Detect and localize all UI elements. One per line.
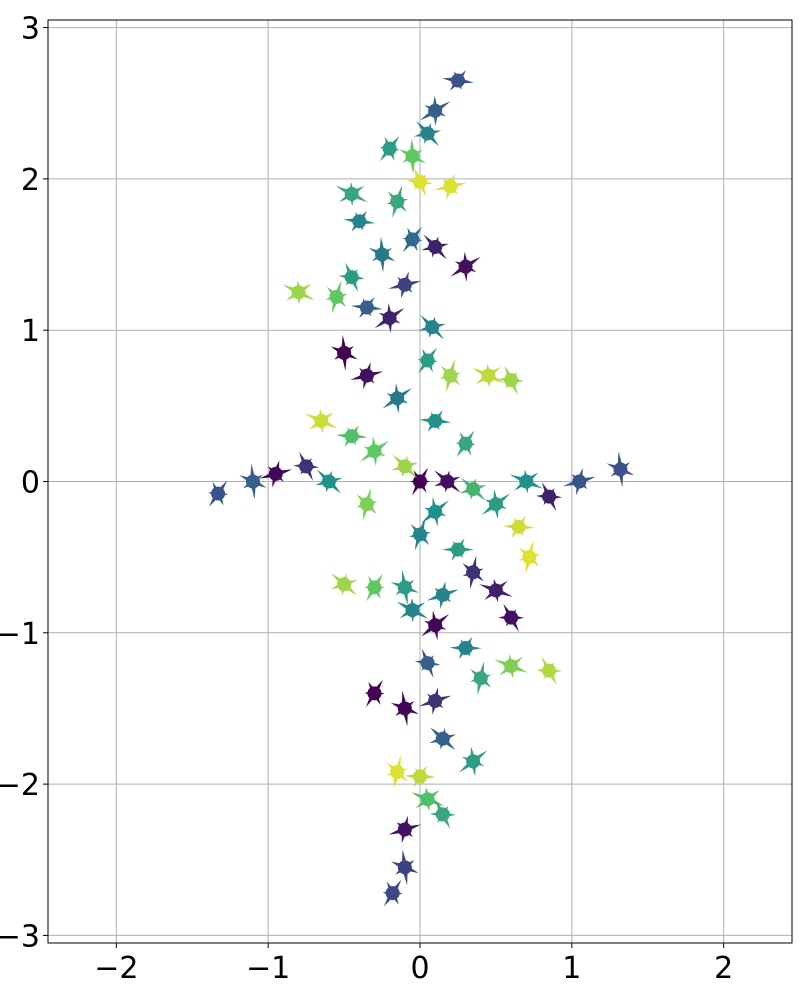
x-axis: −2 −1 0 1 2 (94, 943, 733, 986)
y-axis: −3 −2 −1 0 1 2 3 (0, 12, 48, 954)
data-point (359, 436, 390, 467)
data-point (335, 425, 368, 447)
data-point (429, 800, 456, 829)
x-tick-label: 2 (714, 951, 733, 986)
data-point (426, 581, 459, 609)
data-point (388, 815, 422, 844)
data-point (606, 451, 635, 488)
data-point (419, 410, 452, 432)
data-point (386, 755, 408, 789)
data-point (434, 470, 461, 493)
x-tick-label: 0 (410, 951, 429, 986)
data-point (350, 296, 383, 318)
data-point (315, 469, 343, 494)
data-point (414, 648, 441, 678)
data-point (419, 95, 451, 126)
data-point (404, 765, 436, 788)
data-point (330, 573, 358, 596)
y-tick-label: −2 (0, 768, 40, 803)
data-point (350, 362, 384, 390)
data-point (407, 167, 433, 197)
y-tick-label: 1 (21, 314, 40, 349)
data-point (374, 303, 405, 334)
data-point (379, 135, 400, 162)
data-point (410, 467, 430, 496)
data-point (282, 280, 315, 305)
x-tick-label: −1 (246, 951, 290, 986)
data-point (402, 226, 423, 253)
x-tick-label: 1 (562, 951, 581, 986)
data-point (418, 314, 446, 340)
data-point (429, 727, 457, 751)
data-point (388, 271, 422, 299)
data-point (356, 487, 378, 521)
data-point (441, 538, 474, 561)
data-point (502, 516, 535, 538)
data-point (390, 569, 419, 606)
data-point (208, 480, 229, 507)
data-point (470, 661, 492, 695)
data-point (364, 679, 385, 707)
y-tick-label: 2 (21, 163, 40, 198)
data-point (450, 251, 481, 282)
data-point (293, 451, 320, 481)
y-tick-label: 3 (21, 12, 40, 47)
data-point (259, 460, 293, 488)
data-point (417, 347, 438, 374)
data-point (413, 120, 442, 147)
data-point (391, 454, 419, 479)
data-point (458, 746, 488, 777)
data-point (439, 359, 462, 392)
data-point (386, 185, 408, 218)
data-point (364, 573, 385, 602)
data-point (399, 138, 426, 175)
fractal-points (208, 70, 635, 907)
data-point (421, 496, 450, 527)
data-point (472, 363, 505, 388)
data-point (382, 879, 403, 907)
data-point (462, 555, 484, 590)
data-point (494, 654, 528, 678)
data-point (338, 262, 365, 292)
data-point (563, 467, 596, 496)
data-point (442, 70, 474, 91)
y-tick-label: 0 (21, 466, 40, 501)
data-point (498, 603, 525, 632)
data-point (390, 849, 419, 886)
data-point (518, 540, 540, 574)
data-point (325, 280, 348, 314)
data-point (455, 430, 476, 457)
data-point (396, 598, 429, 623)
data-point (536, 482, 563, 511)
data-point (343, 210, 376, 232)
data-point (481, 489, 511, 520)
data-point (459, 477, 487, 501)
data-point (479, 578, 513, 603)
data-point (498, 365, 525, 395)
data-point (390, 690, 419, 727)
y-tick-label: −1 (0, 617, 40, 652)
data-point (382, 383, 412, 414)
data-point (421, 234, 449, 260)
data-point (433, 173, 467, 200)
data-point (330, 334, 358, 371)
data-point (536, 656, 563, 685)
data-point (410, 787, 445, 812)
data-point (304, 409, 338, 433)
data-point (509, 469, 543, 494)
data-point (419, 687, 452, 715)
data-point (421, 610, 450, 641)
data-point (335, 182, 368, 206)
x-tick-label: −2 (94, 951, 138, 986)
data-point (449, 636, 482, 660)
data-point (368, 236, 396, 273)
data-point (409, 518, 431, 551)
data-point (239, 463, 267, 500)
y-tick-label: −3 (0, 919, 40, 954)
